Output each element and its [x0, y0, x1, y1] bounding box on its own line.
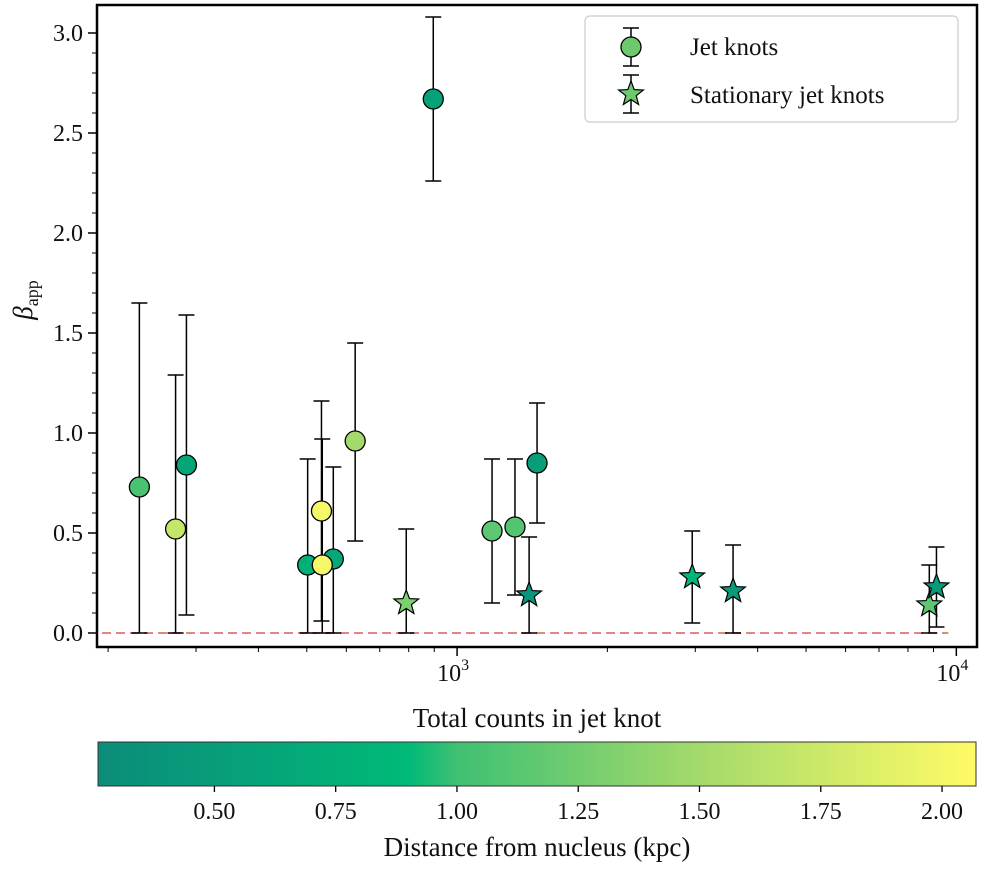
- data-point-jet-knot: [310, 500, 333, 522]
- y-tick-label: 0.0: [53, 621, 83, 647]
- legend-label-stationary-jet-knots: Stationary jet knots: [690, 82, 884, 109]
- y-tick-label: 1.0: [53, 421, 83, 447]
- x-tick-exponent: 4: [960, 657, 968, 674]
- data-point-jet-knot: [344, 430, 366, 452]
- colorbar-tick-label: 2.00: [921, 799, 963, 825]
- y-tick-label: 1.5: [53, 321, 83, 347]
- plot-frame: [95, 3, 979, 649]
- y-axis-label-main: β: [8, 306, 38, 321]
- data-point-stationary-knot: [515, 580, 544, 607]
- data-point-stationary-knot: [922, 572, 951, 599]
- data-point-jet-knot: [164, 518, 187, 540]
- colorbar-tick-label: 1.75: [800, 799, 842, 825]
- colorbar-tick-label: 0.75: [315, 799, 357, 825]
- data-point-stationary-knot: [678, 562, 707, 589]
- data-point-jet-knot: [311, 554, 333, 576]
- x-axis-label: Total counts in jet knot: [413, 703, 662, 733]
- y-tick-label: 3.0: [53, 21, 83, 47]
- legend-box: [584, 15, 959, 123]
- data-point-jet-knot: [128, 476, 151, 498]
- y-axis-label: βapp: [8, 280, 42, 320]
- data-point-jet-knot: [422, 88, 444, 110]
- colorbar: [97, 741, 977, 787]
- data-point-jet-knot: [504, 516, 526, 538]
- legend-star-icon: [616, 79, 646, 106]
- colorbar-label: Distance from nucleus (kpc): [384, 832, 691, 862]
- data-point-jet-knot: [526, 452, 548, 474]
- legend-circle-icon: [620, 36, 642, 58]
- x-tick-exponent: 3: [461, 657, 469, 674]
- legend-label-jet-knots: Jet knots: [690, 34, 778, 61]
- x-tick-label: 103: [437, 657, 469, 687]
- y-tick-label: 2.5: [53, 121, 83, 147]
- data-point-jet-knot: [481, 520, 503, 542]
- colorbar-tick-label: 0.50: [193, 799, 235, 825]
- colorbar-tick-label: 1.50: [679, 799, 721, 825]
- y-tick-label: 2.0: [53, 221, 83, 247]
- data-point-stationary-knot: [392, 588, 421, 615]
- x-tick-label: 104: [936, 657, 968, 687]
- data-point-stationary-knot: [915, 590, 944, 617]
- y-tick-label: 0.5: [53, 521, 83, 547]
- colorbar-tick-label: 1.25: [557, 799, 599, 825]
- y-axis-label-subscript: app: [22, 280, 42, 306]
- data-point-jet-knot: [175, 454, 198, 476]
- legend: Jet knots Stationary jet knots: [584, 15, 959, 123]
- data-point-stationary-knot: [719, 576, 748, 603]
- colorbar-tick-label: 1.00: [436, 799, 478, 825]
